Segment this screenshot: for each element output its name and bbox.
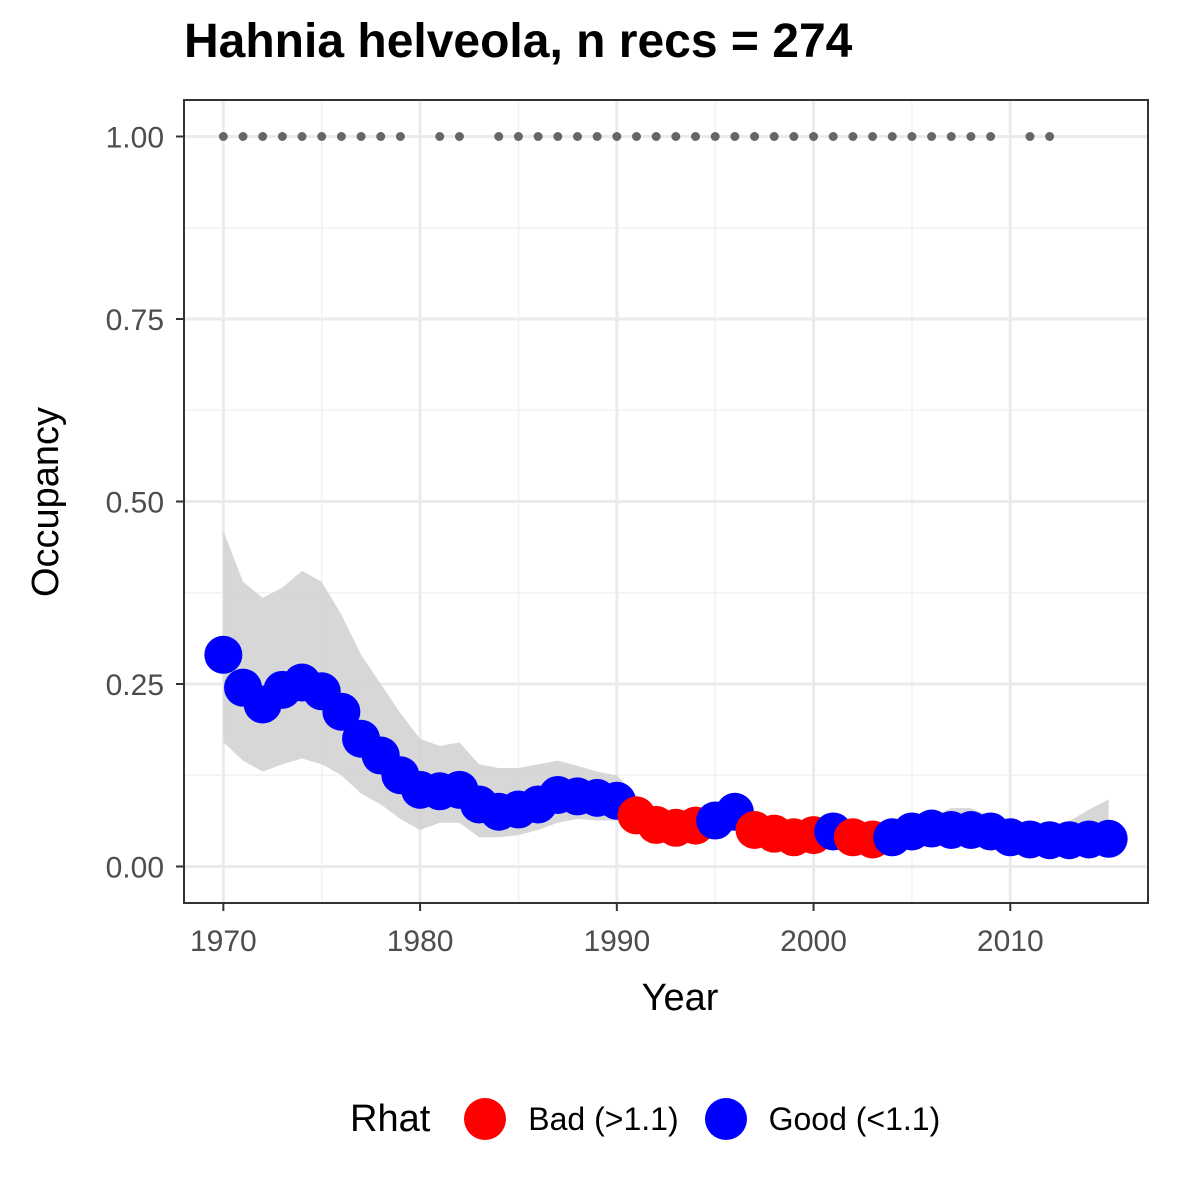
record-dot: [651, 132, 661, 141]
record-dot: [710, 132, 720, 141]
confidence-ribbon: [223, 530, 1109, 849]
record-dot: [494, 132, 504, 141]
record-dot: [592, 132, 602, 141]
record-dot: [454, 132, 464, 141]
record-dot: [828, 132, 838, 141]
legend-title: Rhat: [350, 1097, 431, 1140]
record-dot: [848, 132, 858, 141]
record-dot: [612, 132, 622, 141]
legend-item-bad: Bad (>1.1): [464, 1098, 679, 1140]
x-tick-label: 1980: [387, 925, 454, 958]
legend-key-bad: [464, 1098, 507, 1140]
record-dot: [277, 132, 287, 141]
record-dot: [356, 132, 366, 141]
record-dot: [986, 132, 996, 141]
legend: Rhat Bad (>1.1) Good (<1.1): [350, 1094, 966, 1144]
record-dot: [907, 132, 917, 141]
data-point-good: [1089, 819, 1128, 858]
record-dot: [258, 132, 268, 141]
record-dot: [671, 132, 681, 141]
record-dot: [553, 132, 563, 141]
x-tick-label: 1970: [190, 925, 257, 958]
record-dot: [750, 132, 760, 141]
x-tick-label: 2010: [977, 925, 1044, 958]
record-dot: [513, 132, 523, 141]
record-dot: [1045, 132, 1055, 141]
y-tick-label: 0.25: [106, 669, 164, 702]
record-dot: [218, 132, 228, 141]
legend-item-good: Good (<1.1): [704, 1098, 941, 1140]
record-dot: [1025, 132, 1035, 141]
y-tick-label: 1.00: [106, 122, 164, 155]
record-dot: [887, 132, 897, 141]
legend-key-good: [704, 1098, 747, 1140]
record-dot: [946, 132, 956, 141]
record-dot: [336, 132, 346, 141]
occupancy-points: [204, 635, 1128, 860]
record-dot: [631, 132, 641, 141]
legend-label-bad: Bad (>1.1): [528, 1100, 679, 1137]
record-dot: [730, 132, 740, 141]
record-dots: [218, 132, 1055, 141]
record-dot: [435, 132, 445, 141]
x-axis: 1970 1980 1990 2000 2010: [190, 903, 1044, 958]
record-dot: [691, 132, 701, 141]
y-tick-label: 0.00: [106, 852, 164, 885]
y-axis: 0.00 0.25 0.50 0.75 1.00: [106, 122, 184, 885]
record-dot: [809, 132, 819, 141]
data-point-good: [204, 635, 243, 674]
record-dot: [395, 132, 405, 141]
y-tick-label: 0.75: [106, 304, 164, 337]
data-point-good: [322, 692, 361, 731]
record-dot: [769, 132, 779, 141]
record-dot: [572, 132, 582, 141]
ribbon-area: [223, 530, 1109, 849]
record-dot: [966, 132, 976, 141]
x-axis-title: Year: [642, 977, 719, 1019]
record-dot: [789, 132, 799, 141]
record-dot: [317, 132, 327, 141]
legend-label-good: Good (<1.1): [768, 1100, 941, 1137]
record-dot: [297, 132, 307, 141]
chart-title: Hahnia helveola, n recs = 274: [184, 15, 853, 68]
record-dot: [238, 132, 248, 141]
record-dot: [927, 132, 937, 141]
record-dot: [533, 132, 543, 141]
y-tick-label: 0.50: [106, 487, 164, 520]
record-dot: [868, 132, 878, 141]
y-axis-title: Occupancy: [25, 407, 67, 597]
record-dot: [376, 132, 386, 141]
x-tick-label: 2000: [780, 925, 847, 958]
x-tick-label: 1990: [583, 925, 650, 958]
